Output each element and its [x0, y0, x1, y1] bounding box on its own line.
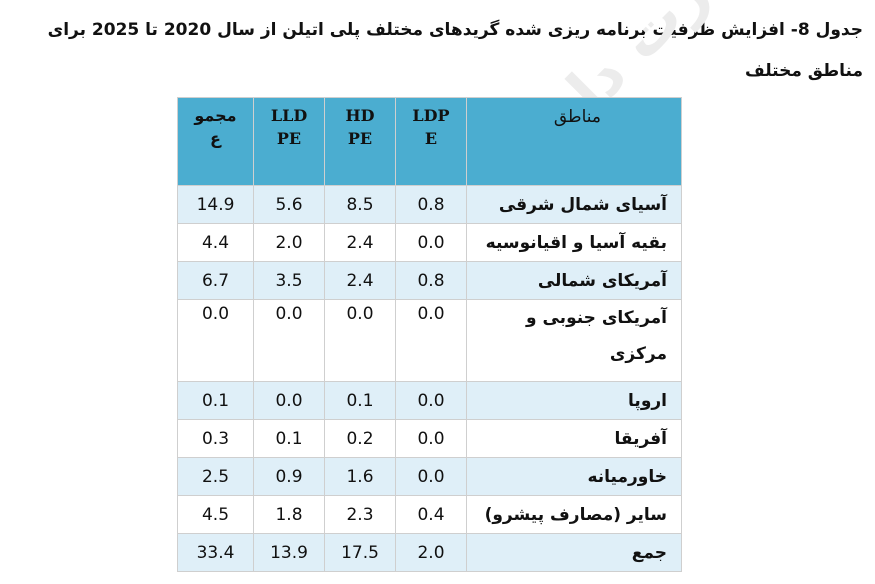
cell-ldpe: 0.8: [395, 261, 467, 300]
cell-lldpe: 5.6: [253, 185, 325, 224]
cell-ldpe: 0.0: [395, 381, 467, 420]
header-ldpe-label: LDPE: [412, 106, 450, 148]
cell-hdpe: 0.2: [324, 419, 396, 458]
cell-hdpe: 8.5: [324, 185, 396, 224]
header-total: مجموع: [177, 97, 254, 186]
cell-region: آمریکای جنوبی و مرکزی: [466, 299, 682, 382]
cell-total: 33.4: [177, 533, 254, 572]
cell-lldpe: 0.9: [253, 457, 325, 496]
cell-total: 6.7: [177, 261, 254, 300]
cell-lldpe: 0.1: [253, 419, 325, 458]
table-row: سایر (مصارف پیشرو) 0.4 2.3 1.8 4.5: [177, 495, 682, 534]
cell-total: 2.5: [177, 457, 254, 496]
cell-ldpe: 0.0: [395, 223, 467, 262]
cell-hdpe: 2.4: [324, 223, 396, 262]
cell-total: 14.9: [177, 185, 254, 224]
cell-region: آسیای شمال شرقی: [466, 185, 682, 224]
cell-lldpe: 0.0: [253, 299, 325, 382]
cell-region: جمع: [466, 533, 682, 572]
table-row: آمریکای جنوبی و مرکزی 0.0 0.0 0.0 0.0: [177, 299, 682, 382]
cell-total: 0.1: [177, 381, 254, 420]
cell-lldpe: 0.0: [253, 381, 325, 420]
table-header-row: مناطق LDPE HDPE LLDPE مجموع: [177, 97, 682, 186]
cell-hdpe: 17.5: [324, 533, 396, 572]
cell-ldpe: 2.0: [395, 533, 467, 572]
cell-region: آفریقا: [466, 419, 682, 458]
header-ldpe: LDPE: [395, 97, 467, 186]
cell-ldpe: 0.0: [395, 299, 467, 382]
table-row: آمریکای شمالی 0.8 2.4 3.5 6.7: [177, 261, 682, 300]
cell-hdpe: 0.1: [324, 381, 396, 420]
cell-lldpe: 13.9: [253, 533, 325, 572]
table-row: خاورمیانه 0.0 1.6 0.9 2.5: [177, 457, 682, 496]
table-row: آفریقا 0.0 0.2 0.1 0.3: [177, 419, 682, 458]
cell-lldpe: 2.0: [253, 223, 325, 262]
cell-ldpe: 0.4: [395, 495, 467, 534]
cell-hdpe: 2.3: [324, 495, 396, 534]
header-hdpe: HDPE: [324, 97, 396, 186]
table-row: اروپا 0.0 0.1 0.0 0.1: [177, 381, 682, 420]
cell-hdpe: 2.4: [324, 261, 396, 300]
cell-total: 0.0: [177, 299, 254, 382]
cell-hdpe: 0.0: [324, 299, 396, 382]
header-lldpe-label: LLDPE: [270, 106, 308, 148]
cell-lldpe: 3.5: [253, 261, 325, 300]
table-row: آسیای شمال شرقی 0.8 8.5 5.6 14.9: [177, 185, 682, 224]
header-lldpe: LLDPE: [253, 97, 325, 186]
cell-total: 4.4: [177, 223, 254, 262]
cell-region: اروپا: [466, 381, 682, 420]
table-total-row: جمع 2.0 17.5 13.9 33.4: [177, 533, 682, 572]
header-hdpe-label: HDPE: [345, 106, 375, 148]
header-total-label: مجموع: [194, 106, 237, 148]
cell-total: 4.5: [177, 495, 254, 534]
cell-hdpe: 1.6: [324, 457, 396, 496]
cell-ldpe: 0.8: [395, 185, 467, 224]
cell-region: خاورمیانه: [466, 457, 682, 496]
cell-region: سایر (مصارف پیشرو): [466, 495, 682, 534]
cell-ldpe: 0.0: [395, 457, 467, 496]
table-caption: جدول 8- افزایش ظرفیت برنامه ریزی شده گری…: [47, 20, 863, 81]
cell-region: بقیه آسیا و اقیانوسیه: [466, 223, 682, 262]
table-row: بقیه آسیا و اقیانوسیه 0.0 2.4 2.0 4.4: [177, 223, 682, 262]
cell-total: 0.3: [177, 419, 254, 458]
cell-region: آمریکای شمالی: [466, 261, 682, 300]
cell-ldpe: 0.0: [395, 419, 467, 458]
capacity-table: مناطق LDPE HDPE LLDPE مجموع آسیای شمال ش…: [177, 97, 682, 572]
header-region: مناطق: [466, 97, 682, 186]
cell-lldpe: 1.8: [253, 495, 325, 534]
